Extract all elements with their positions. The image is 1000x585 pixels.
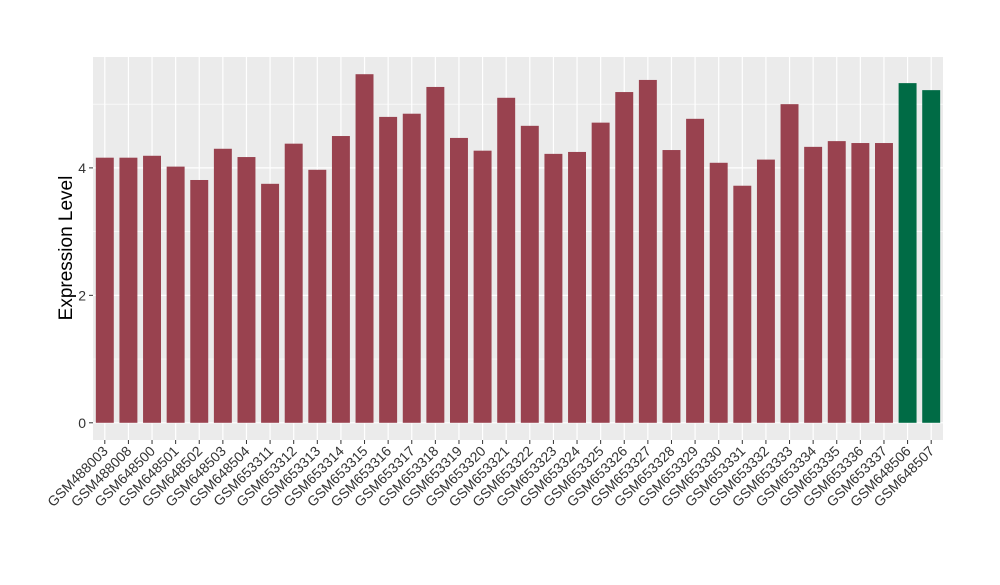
bar — [308, 169, 327, 423]
bar — [804, 146, 823, 423]
bar — [922, 90, 941, 423]
plot-background — [93, 57, 943, 440]
bar — [95, 157, 114, 423]
bar — [237, 157, 256, 423]
bar — [473, 150, 492, 423]
bar — [780, 104, 799, 423]
bar — [733, 185, 752, 423]
bar — [520, 125, 539, 423]
y-tick-label: 4 — [78, 160, 86, 176]
bar — [638, 79, 657, 423]
bar — [190, 179, 209, 423]
bar — [119, 157, 138, 423]
bar — [709, 162, 728, 423]
bar — [355, 74, 374, 423]
bar — [662, 150, 681, 423]
y-axis-label: Expression Level — [56, 176, 77, 321]
bar — [827, 141, 846, 423]
bar — [591, 122, 610, 423]
bar — [450, 137, 468, 423]
bar — [756, 159, 775, 423]
bar — [213, 148, 232, 423]
bar — [544, 153, 563, 423]
bar — [898, 83, 917, 423]
bar — [615, 92, 634, 423]
bar — [143, 155, 161, 423]
bar — [851, 143, 870, 423]
bar — [379, 116, 398, 423]
bar — [875, 143, 893, 423]
bar — [497, 97, 516, 423]
bar — [331, 136, 350, 423]
bar — [261, 183, 280, 423]
bar — [426, 86, 445, 423]
bar — [686, 118, 705, 423]
y-tick-label: 2 — [78, 287, 86, 303]
bar — [568, 151, 586, 423]
bar — [284, 143, 303, 423]
bar — [166, 166, 185, 423]
y-tick-label: 0 — [78, 415, 86, 431]
bar — [402, 113, 421, 423]
